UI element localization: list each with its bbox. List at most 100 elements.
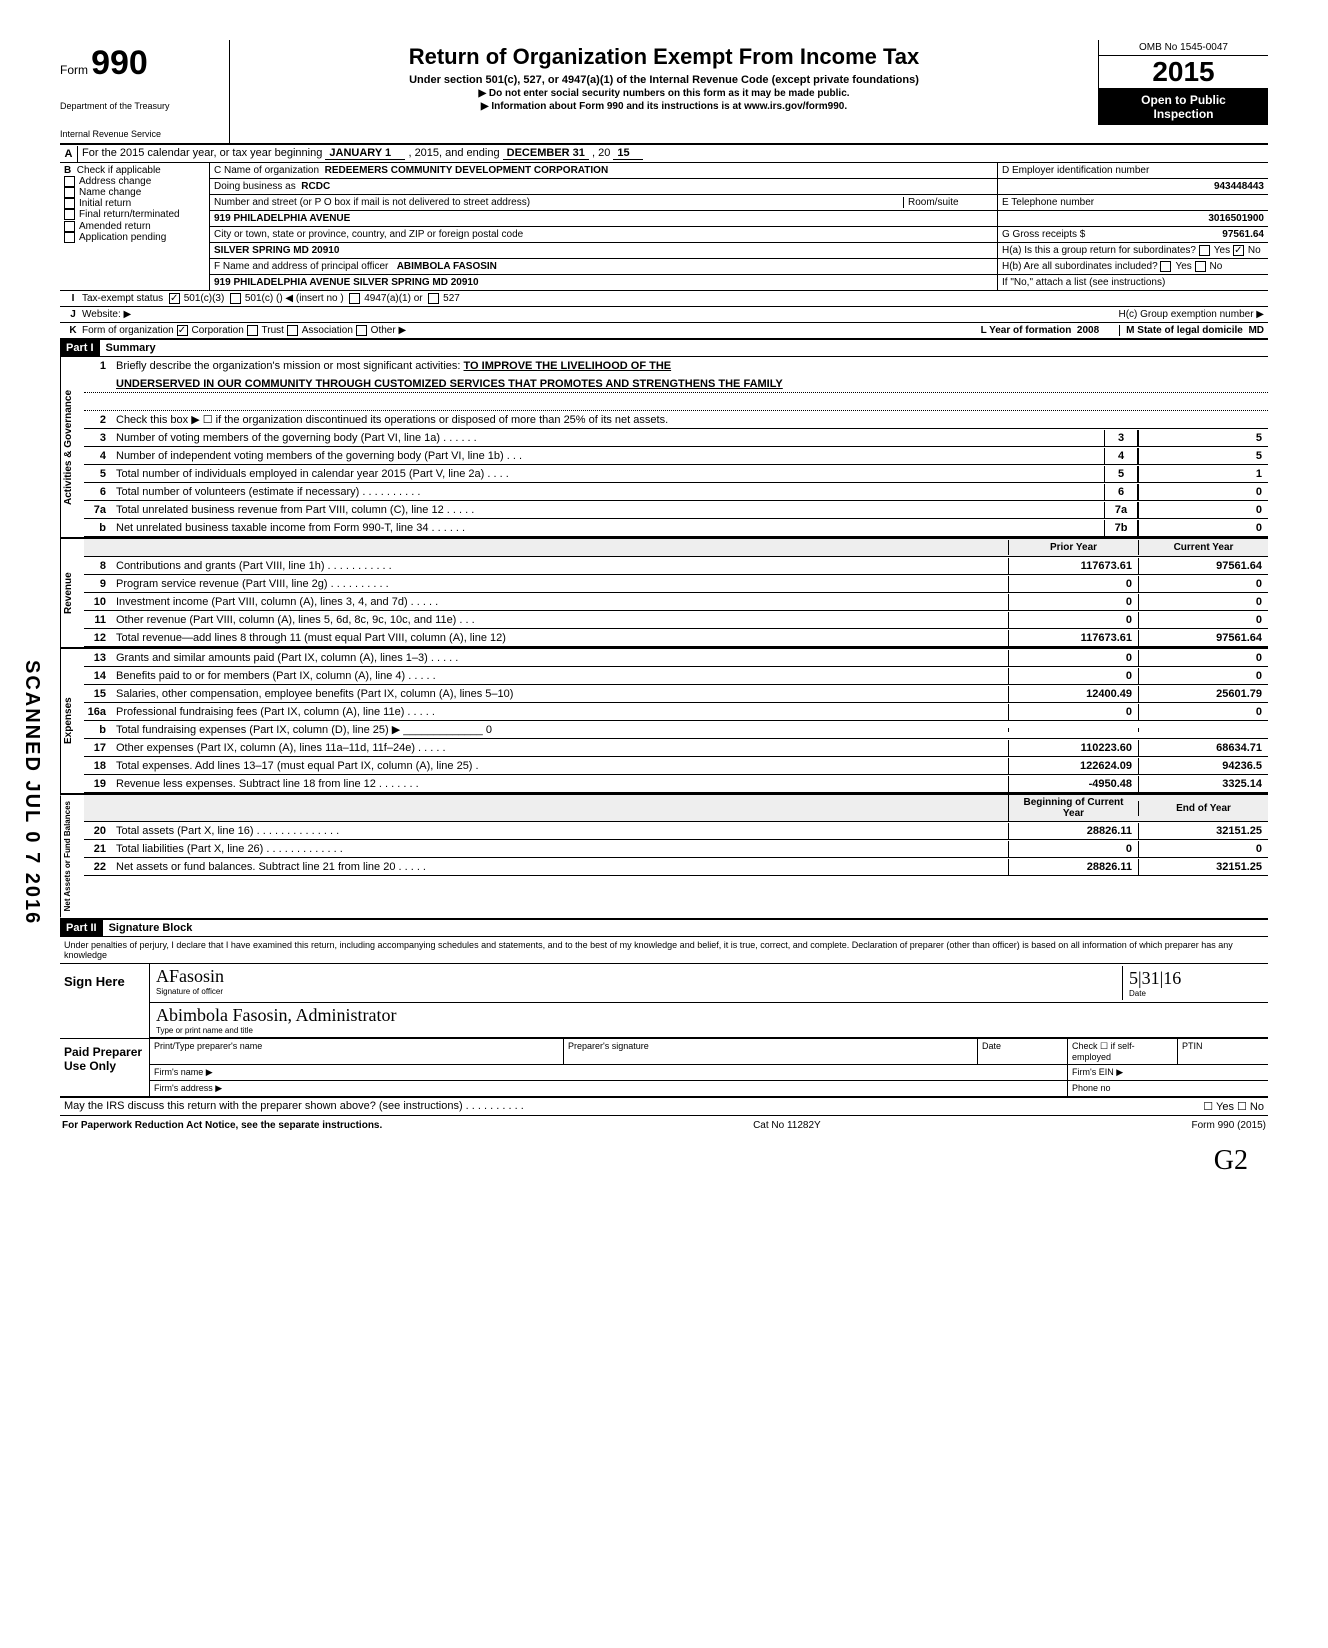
rowA-text1: For the 2015 calendar year, or tax year … [82, 147, 322, 159]
cb-hb-yes[interactable] [1160, 261, 1171, 272]
form-of-org-label: Form of organization [82, 325, 174, 336]
city-label: City or town, state or province, country… [210, 227, 997, 243]
omb-number: OMB No 1545-0047 [1099, 40, 1268, 56]
opt-address-change: Address change [79, 176, 151, 187]
gross-receipts: 97561.64 [1222, 229, 1264, 240]
cb-association[interactable] [287, 325, 298, 336]
date-label: Date [1129, 989, 1256, 998]
officer-name-printed[interactable]: Abimbola Fasosin, Administrator [156, 1005, 1262, 1026]
form-subtitle: Under section 501(c), 527, or 4947(a)(1)… [240, 74, 1088, 86]
rev-line-10: 10Investment income (Part VIII, column (… [84, 593, 1268, 611]
m-label: M State of legal domicile [1126, 325, 1243, 336]
col-d-h: D Employer identification number 9434484… [998, 163, 1268, 290]
opt-corporation: Corporation [192, 325, 244, 336]
current-year-hdr: Current Year [1138, 540, 1268, 555]
cb-527[interactable] [428, 293, 439, 304]
side-netassets: Net Assets or Fund Balances [60, 795, 84, 917]
rowA-end[interactable]: DECEMBER 31 [503, 147, 589, 160]
summary-governance: Activities & Governance 1 Briefly descri… [60, 357, 1268, 539]
footer-formref: Form 990 (2015) [1192, 1120, 1266, 1131]
cb-ha-yes[interactable] [1199, 245, 1210, 256]
opt-501c: 501(c) ( [245, 293, 279, 304]
label-k: K [64, 325, 82, 336]
opt-501c-insert: ) ◀ (insert no ) [279, 293, 343, 304]
opt-name-change: Name change [79, 187, 141, 198]
officer-name: ABIMBOLA FASOSIN [397, 261, 497, 272]
row-k: K Form of organization Corporation Trust… [60, 323, 1268, 340]
e-label: E Telephone number [1002, 197, 1094, 208]
hb-label: H(b) Are all subordinates included? [1002, 261, 1158, 272]
prior-year-hdr: Prior Year [1008, 540, 1138, 555]
exp-line-19: 19Revenue less expenses. Subtract line 1… [84, 775, 1268, 793]
rowA-begin[interactable]: JANUARY 1 [325, 147, 405, 160]
block-b-h: B Check if applicable Address change Nam… [60, 163, 1268, 291]
net-line-22: 22Net assets or fund balances. Subtract … [84, 858, 1268, 876]
discuss-row: May the IRS discuss this return with the… [60, 1098, 1268, 1116]
exp-line-17: 17Other expenses (Part IX, column (A), l… [84, 739, 1268, 757]
officer-signature[interactable]: AFasosin [156, 966, 1122, 987]
mission-label: Briefly describe the organization's miss… [116, 360, 460, 372]
cb-final-return[interactable] [64, 209, 75, 220]
opt-initial-return: Initial return [79, 198, 131, 209]
part1-badge: Part I [60, 340, 100, 356]
cb-corporation[interactable] [177, 325, 188, 336]
footer-left: For Paperwork Reduction Act Notice, see … [62, 1120, 382, 1131]
firm-name-label: Firm's name ▶ [150, 1065, 1068, 1080]
handwritten-g2: G2 [60, 1145, 1268, 1177]
type-name-label: Type or print name and title [156, 1026, 1262, 1035]
gov-line-4: 4Number of independent voting members of… [84, 447, 1268, 465]
room-label: Room/suite [903, 197, 993, 208]
h-note: If "No," attach a list (see instructions… [998, 275, 1268, 290]
summary-expenses: Expenses 13Grants and similar amounts pa… [60, 649, 1268, 795]
part2-title: Signature Block [103, 920, 199, 936]
cb-name-change[interactable] [64, 187, 75, 198]
open-line2: Inspection [1101, 107, 1266, 121]
dba-label: Doing business as [214, 181, 296, 192]
city-value: SILVER SPRING MD 20910 [210, 243, 997, 259]
cb-other[interactable] [356, 325, 367, 336]
label-a: A [60, 146, 78, 162]
cb-4947[interactable] [349, 293, 360, 304]
phone-label: Phone no [1068, 1081, 1268, 1096]
discuss-text: May the IRS discuss this return with the… [60, 1098, 1199, 1115]
open-line1: Open to Public [1101, 93, 1266, 107]
end-hdr: End of Year [1138, 801, 1268, 816]
ptin-label: PTIN [1178, 1039, 1268, 1064]
cb-ha-no[interactable] [1233, 245, 1244, 256]
cb-initial-return[interactable] [64, 198, 75, 209]
side-revenue: Revenue [60, 539, 84, 647]
f-label: F Name and address of principal officer [214, 261, 388, 272]
discuss-yn[interactable]: ☐ Yes ☐ No [1199, 1098, 1268, 1115]
opt-association: Association [302, 325, 353, 336]
cb-amended[interactable] [64, 221, 75, 232]
summary-revenue: Revenue Prior Year Current Year 8Contrib… [60, 539, 1268, 649]
cb-501c[interactable] [230, 293, 241, 304]
rev-line-12: 12Total revenue—add lines 8 through 11 (… [84, 629, 1268, 647]
street-label: Number and street (or P O box if mail is… [214, 197, 530, 208]
cb-address-change[interactable] [64, 176, 75, 187]
cb-trust[interactable] [247, 325, 258, 336]
signature-declaration: Under penalties of perjury, I declare th… [60, 937, 1268, 964]
row-i: I Tax-exempt status 501(c)(3) 501(c) ( )… [60, 291, 1268, 307]
cb-hb-no[interactable] [1195, 261, 1206, 272]
opt-501c3: 501(c)(3) [184, 293, 225, 304]
sign-date[interactable]: 5|31|16 [1129, 968, 1256, 989]
ein-value: 943448443 [998, 179, 1268, 195]
paid-preparer-label: Paid Preparer Use Only [60, 1039, 150, 1096]
exp-line-18: 18Total expenses. Add lines 13–17 (must … [84, 757, 1268, 775]
rowA-yr[interactable]: 15 [613, 147, 643, 160]
exp-line-14: 14Benefits paid to or for members (Part … [84, 667, 1268, 685]
cb-application-pending[interactable] [64, 232, 75, 243]
hb-no: No [1210, 261, 1223, 272]
opt-trust: Trust [262, 325, 284, 336]
preparer-selfemployed[interactable]: Check ☐ if self-employed [1068, 1039, 1178, 1064]
paid-preparer-block: Paid Preparer Use Only Print/Type prepar… [60, 1038, 1268, 1098]
summary-netassets: Net Assets or Fund Balances Beginning of… [60, 795, 1268, 919]
org-name: REDEEMERS COMMUNITY DEVELOPMENT CORPORAT… [325, 165, 609, 176]
tax-exempt-label: Tax-exempt status [82, 293, 163, 304]
gov-line-5: 5Total number of individuals employed in… [84, 465, 1268, 483]
preparer-date-label: Date [978, 1039, 1068, 1064]
form-id-box: Form 990 Department of the Treasury Inte… [60, 40, 230, 143]
gov-line-3: 3Number of voting members of the governi… [84, 429, 1268, 447]
cb-501c3[interactable] [169, 293, 180, 304]
